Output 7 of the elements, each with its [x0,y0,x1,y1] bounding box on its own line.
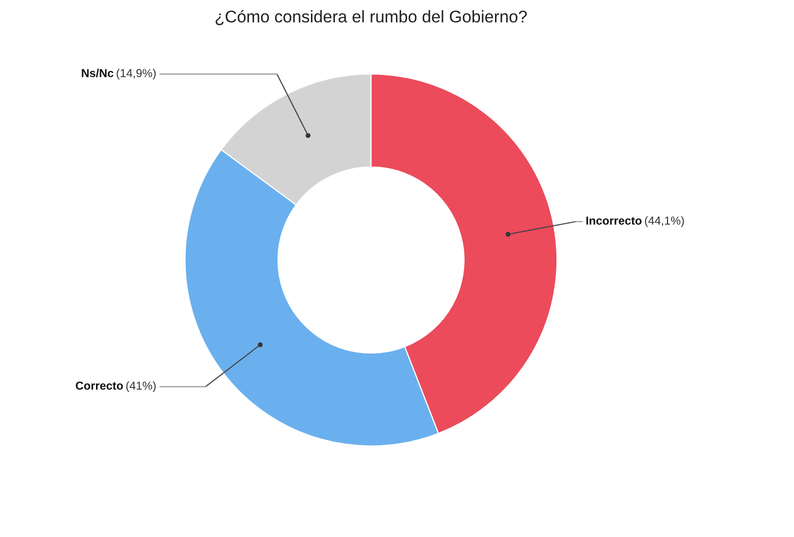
data-label: (44,1%) [644,216,684,227]
data-label: (14,9%) [116,68,156,80]
slice-label: Ns/Nc [82,68,114,78]
slice-label: Incorrecto [586,216,642,225]
chart-title: ¿Cómo considera el rumbo del Gobierno? [216,10,527,26]
data-label: (41%) [126,381,156,392]
slice-label: Correcto [76,382,123,390]
